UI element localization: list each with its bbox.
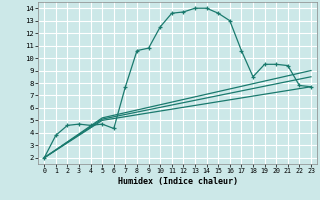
X-axis label: Humidex (Indice chaleur): Humidex (Indice chaleur) [118, 177, 238, 186]
